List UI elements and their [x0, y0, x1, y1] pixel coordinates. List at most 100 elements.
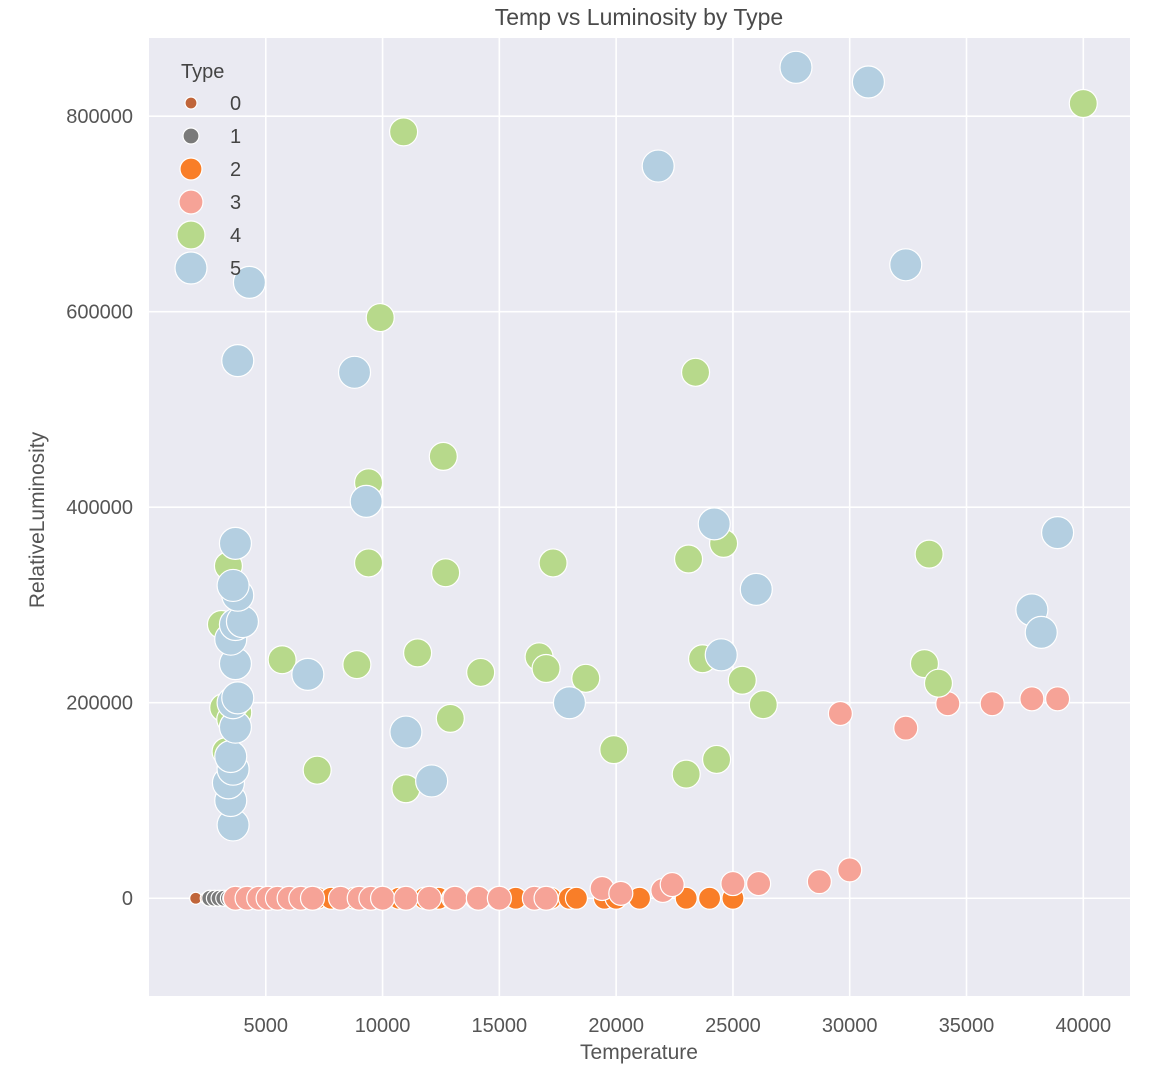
data-point-type-3 [442, 885, 468, 911]
legend-marker-type-1 [182, 127, 200, 145]
data-point-type-4 [531, 653, 561, 684]
data-point-type-5 [218, 526, 253, 560]
data-point-type-5 [641, 149, 675, 183]
data-point-type-4 [671, 759, 701, 789]
data-point-type-4 [428, 441, 458, 471]
data-point-type-4 [435, 703, 465, 733]
data-point-type-5 [1040, 516, 1075, 550]
data-point-type-5 [704, 638, 738, 672]
data-point-type-4 [680, 357, 711, 387]
y-tick-labels: 0 200000 400000 600000 800000 [66, 106, 133, 910]
legend-marker-type-3 [178, 189, 204, 215]
data-point-type-5 [697, 507, 731, 541]
legend: Type 0 1 2 3 4 5 [174, 61, 241, 285]
data-point-type-5 [779, 50, 813, 84]
data-point-type-3 [827, 700, 853, 727]
data-point-type-4 [267, 645, 297, 675]
data-point-type-4 [701, 744, 732, 775]
x-tick-label: 25000 [705, 1015, 761, 1037]
data-point-type-3 [393, 885, 419, 911]
data-point-type-3 [486, 885, 512, 911]
data-point-type-3 [465, 885, 491, 911]
legend-label-type-4: 4 [230, 225, 241, 247]
data-point-type-5 [232, 265, 267, 299]
data-point-type-4 [748, 690, 778, 720]
x-tick-label: 40000 [1055, 1015, 1111, 1037]
data-point-type-5 [1024, 615, 1058, 649]
data-point-type-4 [342, 650, 372, 680]
legend-marker-type-2 [179, 157, 203, 181]
data-point-type-3 [299, 885, 326, 911]
data-point-type-5 [349, 484, 383, 518]
x-tick-label: 10000 [355, 1015, 411, 1037]
data-point-type-3 [1019, 686, 1045, 712]
y-tick-label: 400000 [66, 497, 133, 519]
data-point-type-5 [889, 248, 923, 282]
x-tick-label: 20000 [588, 1015, 644, 1037]
chart-title: Temp vs Luminosity by Type [495, 4, 783, 30]
data-point-type-5 [851, 65, 886, 99]
legend-marker-type-0 [184, 96, 198, 110]
data-point-type-3 [720, 870, 746, 897]
data-point-type-5 [337, 355, 372, 389]
data-point-type-3 [893, 715, 919, 741]
data-point-type-4 [727, 665, 757, 695]
data-point-type-4 [466, 657, 496, 688]
data-point-type-3 [746, 870, 772, 897]
data-point-type-3 [659, 871, 685, 898]
data-point-type-4 [673, 544, 704, 574]
data-point-type-3 [533, 885, 559, 911]
grid-lines [149, 38, 1130, 996]
data-point-type-2 [564, 886, 589, 910]
data-point-type-5 [389, 715, 423, 749]
data-point-type-3 [806, 869, 832, 895]
data-point-type-4 [365, 302, 395, 333]
data-point-type-5 [552, 686, 587, 720]
data-point-type-3 [1044, 686, 1071, 712]
data-point-type-5 [221, 681, 255, 715]
data-point-type-4 [599, 735, 629, 765]
data-point-type-3 [608, 880, 634, 906]
legend-title: Type [181, 61, 224, 83]
legend-marker-type-5 [174, 251, 208, 285]
y-axis-label: RelativeLuminosity [26, 431, 49, 608]
data-point-type-5 [221, 343, 255, 378]
plot-area [149, 38, 1130, 996]
data-point-type-3 [837, 857, 863, 883]
data-point-type-5 [739, 572, 773, 606]
x-axis-label: Temperature [580, 1041, 698, 1064]
data-point-type-5 [216, 568, 250, 603]
legend-marker-type-4 [176, 220, 206, 250]
data-point-type-5 [214, 739, 248, 774]
data-point-type-3 [369, 885, 396, 911]
data-point-type-2 [697, 886, 722, 910]
x-tick-labels: 5000 10000 15000 20000 25000 30000 35000 40000 [244, 1015, 1112, 1037]
legend-label-type-0: 0 [230, 93, 241, 115]
legend-label-type-3: 3 [230, 192, 241, 214]
legend-label-type-1: 1 [230, 126, 241, 148]
data-point-type-4 [403, 638, 433, 668]
data-point-type-3 [979, 691, 1005, 717]
data-point-type-4 [302, 755, 332, 785]
x-tick-label: 5000 [244, 1015, 289, 1037]
data-point-type-4 [431, 558, 461, 588]
legend-label-type-2: 2 [230, 159, 241, 181]
x-tick-label: 35000 [939, 1015, 995, 1037]
legend-label-type-5: 5 [230, 258, 241, 280]
data-point-type-4 [571, 663, 601, 693]
y-tick-label: 600000 [66, 302, 133, 324]
y-tick-label: 0 [122, 888, 133, 910]
data-point-type-4 [388, 117, 419, 147]
data-point-type-4 [923, 668, 954, 698]
data-points [189, 50, 1098, 911]
data-point-type-4 [353, 548, 384, 578]
data-point-type-4 [1068, 88, 1098, 119]
y-tick-label: 800000 [66, 106, 133, 128]
y-tick-label: 200000 [66, 693, 133, 715]
data-point-type-4 [538, 548, 568, 578]
x-tick-label: 30000 [822, 1015, 878, 1037]
data-point-type-3 [416, 885, 442, 911]
data-point-type-4 [914, 539, 944, 569]
data-point-type-5 [291, 657, 325, 691]
